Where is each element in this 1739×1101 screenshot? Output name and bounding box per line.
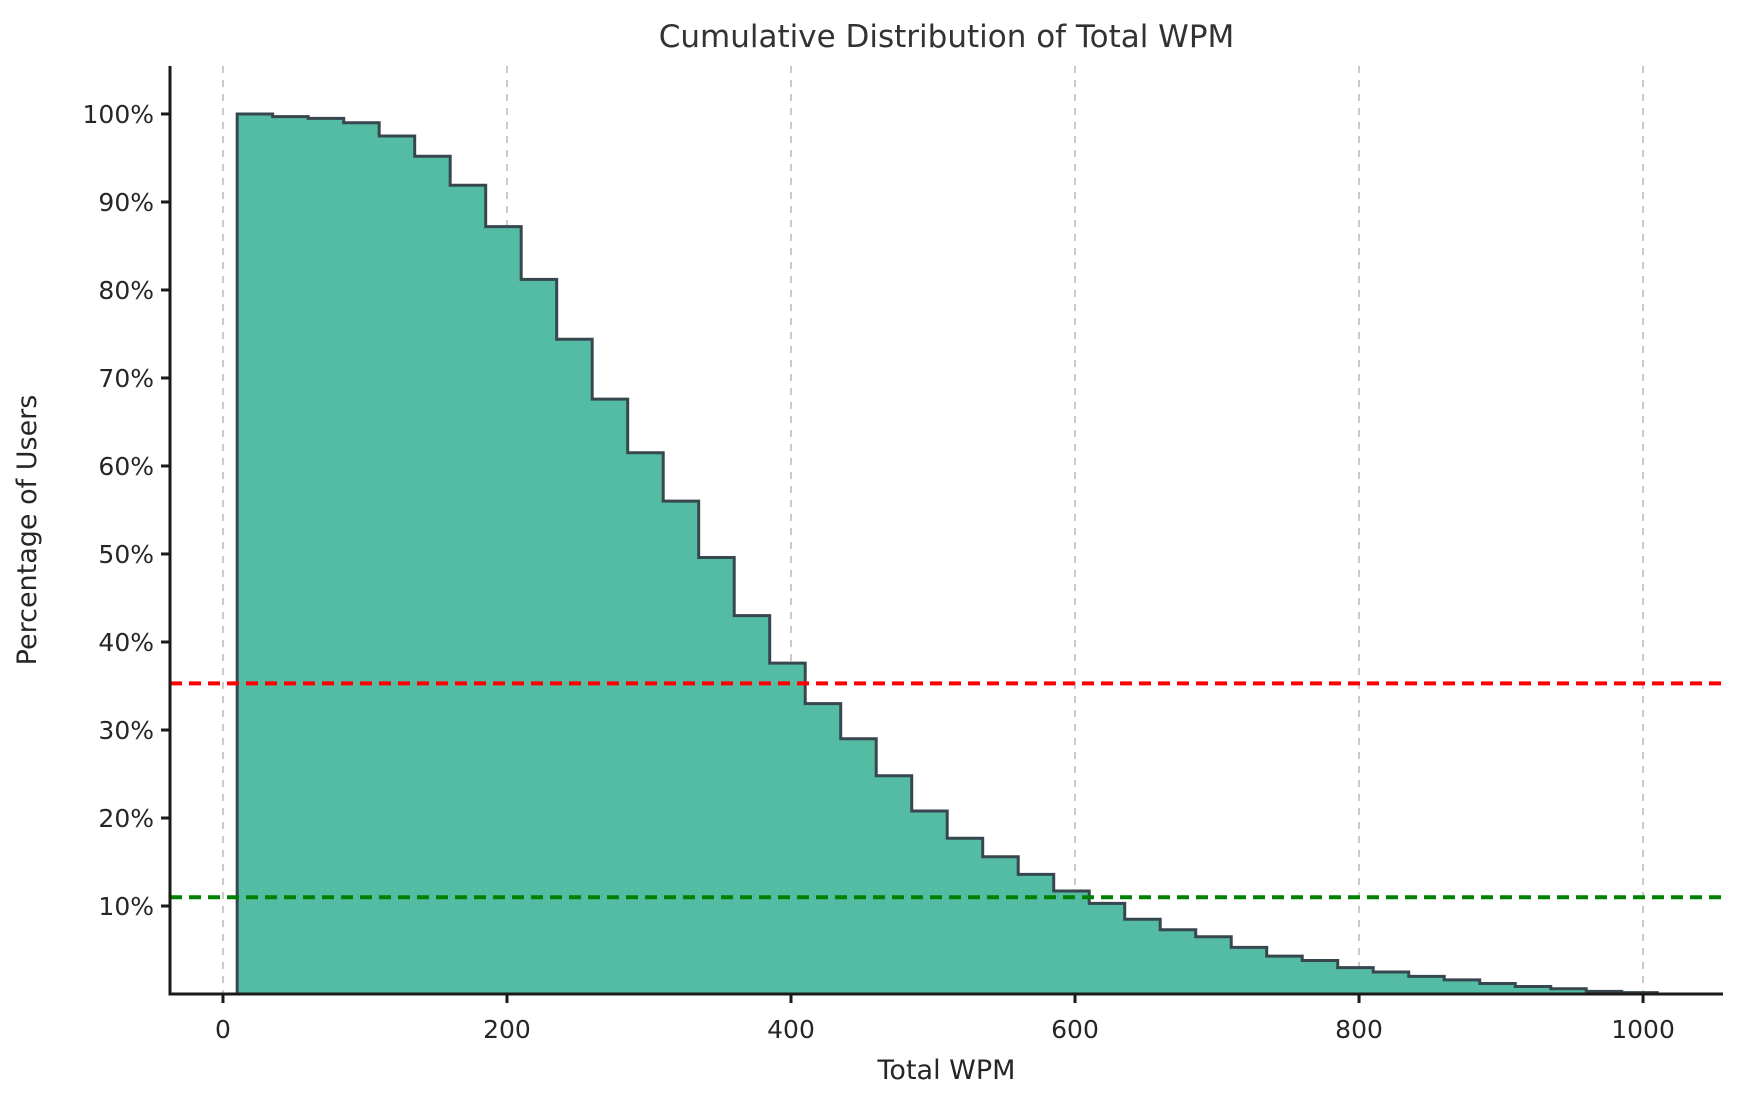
y-tick-label: 100% bbox=[83, 100, 154, 129]
y-tick-label: 20% bbox=[98, 804, 154, 833]
x-tick-label: 0 bbox=[215, 1015, 231, 1044]
y-axis-label: Percentage of Users bbox=[12, 395, 43, 666]
tick-label-layer: 10% 20% 30% 40% 50% 60% 70% 80% 90% 100% 0 200 400 60… bbox=[83, 100, 1675, 1044]
series-layer bbox=[235, 112, 1659, 996]
x-tick-label: 200 bbox=[483, 1015, 531, 1044]
grid-layer bbox=[221, 66, 1645, 994]
y-tick-label: 50% bbox=[98, 540, 154, 569]
reference-lines-layer bbox=[170, 681, 1723, 900]
axes-layer bbox=[161, 66, 1723, 1003]
cumulative-step-area bbox=[235, 112, 1659, 996]
chart-title: Cumulative Distribution of Total WPM bbox=[659, 19, 1235, 55]
y-tick-label: 60% bbox=[98, 452, 154, 481]
x-tick-label: 1000 bbox=[1611, 1015, 1675, 1044]
y-tick-label: 40% bbox=[98, 628, 154, 657]
x-axis-label: Total WPM bbox=[877, 1055, 1016, 1086]
y-tick-label: 70% bbox=[98, 364, 154, 393]
y-tick-label: 10% bbox=[98, 892, 154, 921]
y-tick-label: 30% bbox=[98, 716, 154, 745]
y-tick-label: 90% bbox=[98, 188, 154, 217]
x-tick-label: 400 bbox=[767, 1015, 815, 1044]
x-tick-label: 600 bbox=[1051, 1015, 1099, 1044]
y-tick-label: 80% bbox=[98, 276, 154, 305]
x-tick-label: 800 bbox=[1335, 1015, 1383, 1044]
